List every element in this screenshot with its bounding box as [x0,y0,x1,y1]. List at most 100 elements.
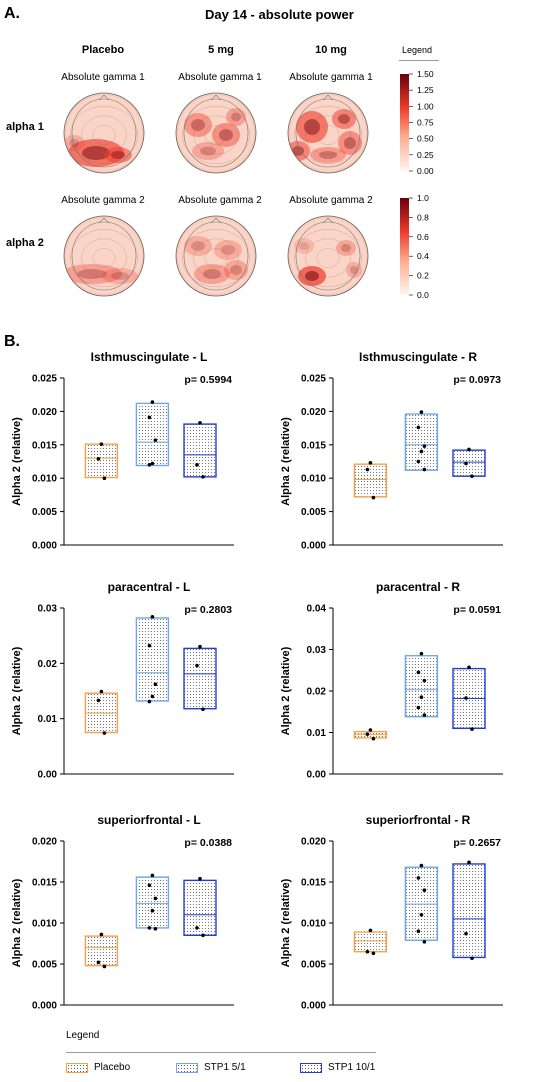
data-point [365,467,370,472]
power-blob [346,262,362,278]
colorbar-tick-label: 0.8 [417,212,429,222]
head-outline [175,92,257,174]
data-point [201,707,205,712]
nose-mark [98,217,110,224]
legend-label: Placebo [94,1062,131,1073]
nose-mark [322,217,334,224]
power-blob [192,142,224,160]
y-tick-label: 0.01 [38,714,58,725]
data-point [102,964,107,969]
box-charts: Isthmuscingulate - L p= 0.5994 Alpha 2 (re… [11,350,503,1012]
power-blob [64,135,84,151]
y-tick-label: 0.005 [32,960,57,971]
column-header-10mg: 10 mg [315,44,347,56]
p-value: p= 0.5994 [184,374,232,386]
map-title: Absolute gamma 1 [178,72,262,83]
colorbar-tick-label: 0.2 [417,271,429,281]
data-point [365,732,370,736]
map-title: Absolute gamma 2 [178,195,262,206]
data-point [416,459,421,464]
topomap [287,215,369,297]
data-point [96,698,101,703]
box-stp1-10-1 [452,449,486,477]
topomap [175,215,257,297]
power-blob [184,113,212,137]
p-value: p= 0.2803 [184,604,232,616]
chart-title: Isthmuscingulate - R [359,350,477,364]
legend-rule [399,60,439,61]
data-point [467,860,471,865]
power-blob [102,268,138,284]
panel-b-letter: B. [4,333,20,350]
map-title: Absolute gamma 1 [61,72,145,83]
column-header-5mg: 5 mg [208,44,234,56]
power-blob [224,260,248,280]
data-point [99,932,104,937]
colorbar-1 [400,74,409,171]
chart-title: paracentral - R [376,580,460,594]
data-point [416,670,421,675]
data-point [198,876,202,881]
box-chart: Isthmuscingulate - L p= 0.5994 Alpha 2 (re… [11,350,234,552]
data-point [422,940,427,944]
data-point [147,883,152,888]
data-point [150,873,155,878]
y-tick-label: 0.02 [38,659,58,670]
power-blob [184,236,212,256]
map-title: Absolute gamma 1 [289,72,373,83]
data-point [150,400,155,404]
data-point [198,420,202,425]
box-chart: Isthmuscingulate - R p= 0.0973 Alpha 2 (re… [280,350,503,552]
topomap [63,215,145,297]
legend-label: STP1 5/1 [204,1062,246,1073]
head-outline [287,92,369,174]
y-tick-label: 0.04 [307,604,327,615]
nose-mark [210,217,222,224]
y-tick-label: 0.025 [32,374,57,385]
y-axis-label: Alpha 2 (relative) [11,878,23,967]
head-outline [287,215,369,297]
data-point [195,663,199,668]
data-point [147,643,152,648]
topomap-grid: 1.50 1.25 1.00 0.75 0.50 0.25 0.00 1.0 0.8 0.6 0.… [63,69,434,300]
box-chart: paracentral - L p= 0.2803 Alpha 2 (relativ… [11,580,234,781]
colorbar-legend-title: Legend [402,45,433,55]
legend-swatch [300,1062,322,1073]
data-point [416,705,421,710]
chart-title: superiorfrontal - R [366,813,471,827]
colorbar-tick-label: 0.25 [417,150,434,160]
colorbar-tick-label: 1.00 [417,101,434,111]
data-point [371,736,376,741]
nose-mark [210,94,222,101]
data-point [419,410,424,414]
data-point [150,908,155,913]
legend-title: Legend [66,1030,100,1041]
box-stp1-10-1 [183,423,217,478]
colorbar-tick-label: 0.4 [417,251,429,261]
y-tick-label: 0.020 [301,837,326,848]
colorbar-tick-label: 0.0 [417,290,429,300]
y-axis-label: Alpha 2 (relative) [280,417,292,506]
data-point [150,615,155,619]
legend-item-stp1-5-1: STP1 5/1 [176,1062,246,1073]
p-value: p= 0.0591 [453,604,501,616]
head-outline [63,215,145,297]
data-point [467,665,471,670]
power-blob [336,240,356,256]
data-point [368,928,373,933]
box-chart: superiorfrontal - R p= 0.2657 Alpha 2 (rel… [280,813,503,1012]
data-point [422,678,427,683]
data-point [419,449,424,454]
row-header-alpha2: alpha 2 [6,237,44,249]
data-point [419,695,424,700]
data-point [147,415,152,420]
head-outline [175,215,257,297]
p-value: p= 0.0973 [453,374,501,386]
y-tick-label: 0.00 [307,770,327,781]
chart-title: paracentral - L [108,580,191,594]
box-stp1-10-1 [183,647,217,710]
legend-item-stp1-10-1: STP1 10/1 [300,1062,375,1073]
data-point [371,951,376,956]
y-tick-label: 0.000 [301,541,326,552]
data-point [422,444,427,448]
